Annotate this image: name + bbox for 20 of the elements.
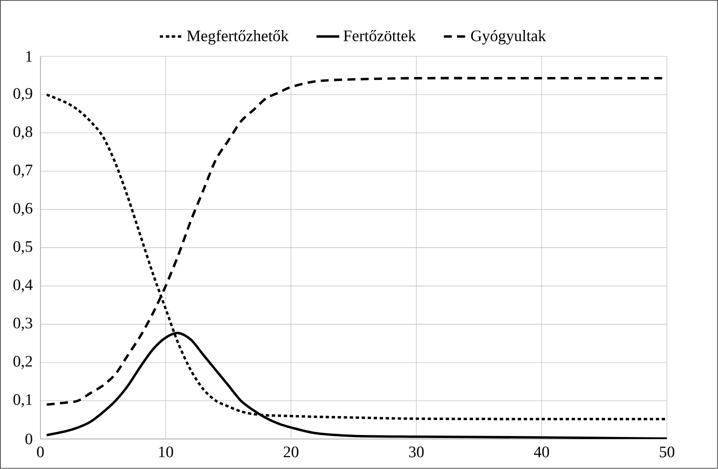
y-tick-label: 0,7 bbox=[13, 164, 32, 178]
y-tick-label: 0,2 bbox=[13, 356, 32, 370]
x-tick-label: 20 bbox=[284, 446, 298, 458]
y-tick-label: 0,5 bbox=[13, 241, 32, 254]
x-tick-label: 0 bbox=[37, 446, 44, 458]
y-tick-label: 0,6 bbox=[13, 203, 32, 216]
y-tick-label: 0,8 bbox=[13, 126, 32, 140]
legend-label: Fertőzöttek bbox=[344, 30, 416, 42]
y-tick-label: 0,3 bbox=[13, 318, 32, 331]
y-tick-label: 0,4 bbox=[13, 280, 33, 293]
y-tick-label: 0 bbox=[25, 434, 32, 445]
legend-label: Gyógyultak bbox=[471, 30, 546, 45]
x-tick-label: 10 bbox=[159, 446, 174, 458]
y-tick-label: 0,1 bbox=[13, 394, 32, 408]
y-tick-label: 1 bbox=[26, 51, 32, 62]
y-tick-label: 0,9 bbox=[13, 88, 32, 102]
x-tick-label: 40 bbox=[534, 446, 550, 458]
legend-label: Megfertőzhetők bbox=[186, 30, 289, 45]
x-tick-label: 50 bbox=[660, 446, 674, 458]
x-tick-label: 30 bbox=[409, 446, 424, 458]
